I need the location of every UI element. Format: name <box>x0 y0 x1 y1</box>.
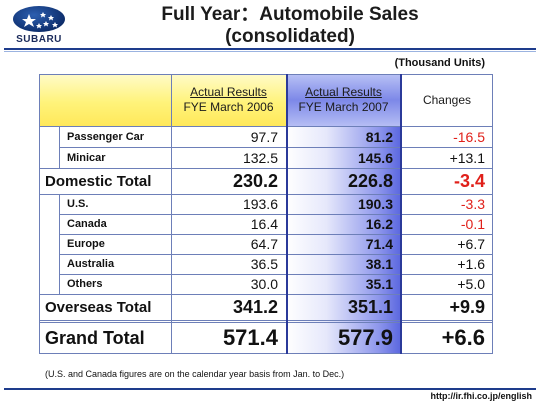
table-col-rule-fy2007-left <box>286 74 288 354</box>
cell-europe-fy2006: 64.7 <box>250 236 278 252</box>
table-rule <box>39 168 493 169</box>
table-col-rule-fy2007-right <box>400 74 402 354</box>
cell-canada-change: -0.1 <box>460 216 485 232</box>
header-fy2007: Actual Results FYE March 2007 <box>286 74 401 126</box>
cell-australia-fy2006: 36.5 <box>250 256 278 272</box>
brand-wordmark: SUBARU <box>16 34 62 45</box>
row-label-overseas-total: Overseas Total <box>45 298 152 316</box>
table-border-left <box>39 74 40 354</box>
title-line-1: Full Year：Automobile Sales <box>161 4 419 25</box>
cell-overseas-total-fy2007: 351.1 <box>347 296 393 317</box>
cell-grand-total-change: +6.6 <box>441 325 485 350</box>
table-col-rule <box>171 74 172 354</box>
table-rule <box>39 126 493 127</box>
table-border-bottom <box>39 353 493 354</box>
cell-grand-total-fy2006: 571.4 <box>222 325 278 350</box>
cell-minicar-fy2006: 132.5 <box>242 149 278 166</box>
table-rule <box>59 214 493 215</box>
cell-domestic-total-fy2007: 226.8 <box>347 170 393 191</box>
cell-passenger-car-change: -16.5 <box>453 128 485 145</box>
cell-overseas-total-fy2006: 341.2 <box>232 296 278 317</box>
row-label-passenger-car: Passenger Car <box>67 130 145 143</box>
cell-europe-fy2007: 71.4 <box>365 236 393 252</box>
cell-others-change: +5.0 <box>457 276 485 292</box>
title-line-2: (consolidated) <box>225 26 355 47</box>
header-fy2007-line2: FYE March 2007 <box>298 100 389 114</box>
cell-overseas-total-change: +9.9 <box>449 296 485 317</box>
header-rule-thin <box>4 51 536 52</box>
pleiades-emblem-icon <box>13 6 65 32</box>
header-changes-label: Changes <box>422 92 472 107</box>
row-label-canada: Canada <box>67 218 107 230</box>
table-rule <box>59 254 493 255</box>
cell-grand-total-fy2007: 577.9 <box>337 325 393 350</box>
table-rule-double-a <box>39 320 493 321</box>
header-fy2007-line1: Actual Results <box>305 85 382 99</box>
units-label: (Thousand Units) <box>394 57 485 69</box>
row-label-us: U.S. <box>67 198 89 210</box>
table-rule <box>39 194 493 195</box>
row-label-grand-total: Grand Total <box>45 327 145 348</box>
subaru-logo: SUBARU <box>8 6 70 46</box>
cell-australia-fy2007: 38.1 <box>365 256 393 272</box>
table-rule-double-b <box>39 322 493 323</box>
row-label-domestic-total: Domestic Total <box>45 172 152 190</box>
cell-us-fy2007: 190.3 <box>357 196 393 212</box>
cell-domestic-total-fy2006: 230.2 <box>232 170 278 191</box>
cell-others-fy2007: 35.1 <box>365 276 393 292</box>
cell-minicar-change: +13.1 <box>449 149 485 166</box>
fy2007-column-bg <box>286 126 401 354</box>
footer-rule <box>4 388 536 390</box>
header-fy2006-line2: FYE March 2006 <box>183 100 274 114</box>
cell-others-fy2006: 30.0 <box>250 276 278 292</box>
row-label-australia: Australia <box>67 258 115 270</box>
cell-us-fy2006: 193.6 <box>242 196 278 212</box>
cell-minicar-fy2007: 145.6 <box>357 149 393 166</box>
table-rule <box>59 147 493 148</box>
footnote: (U.S. and Canada figures are on the cale… <box>45 369 345 379</box>
table-indent-rule <box>59 126 60 168</box>
row-label-europe: Europe <box>67 238 105 250</box>
row-label-others: Others <box>67 278 103 290</box>
table-border-right <box>492 74 493 354</box>
cell-canada-fy2007: 16.2 <box>365 216 393 232</box>
table-rule <box>39 294 493 295</box>
header-fy2006-line1: Actual Results <box>190 85 267 99</box>
cell-us-change: -3.3 <box>460 196 485 212</box>
table-border-top <box>39 74 493 75</box>
header-changes: Changes <box>401 74 493 126</box>
header-blank-cell <box>39 74 171 126</box>
cell-canada-fy2006: 16.4 <box>250 216 278 232</box>
page-title: Full Year：Automobile Sales (consolidated… <box>100 4 480 48</box>
table-rule <box>59 274 493 275</box>
cell-passenger-car-fy2006: 97.7 <box>250 128 278 145</box>
cell-australia-change: +1.6 <box>457 256 485 272</box>
sales-table: Actual Results FYE March 2006 Actual Res… <box>39 74 493 354</box>
cell-passenger-car-fy2007: 81.2 <box>365 128 393 145</box>
cell-europe-change: +6.7 <box>457 236 485 252</box>
table-indent-rule <box>59 194 60 294</box>
header-rule <box>4 48 536 50</box>
ir-url-link[interactable]: http://ir.fhi.co.jp/english <box>430 391 533 401</box>
cell-domestic-total-change: -3.4 <box>453 170 485 191</box>
row-label-minicar: Minicar <box>67 151 106 164</box>
header-fy2006: Actual Results FYE March 2006 <box>171 74 286 126</box>
table-rule <box>59 234 493 235</box>
